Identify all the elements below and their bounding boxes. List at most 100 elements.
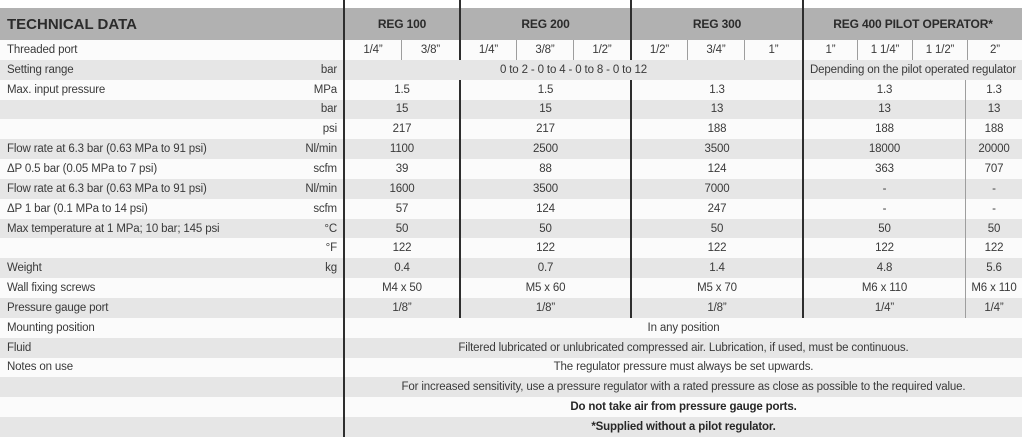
row-unit: Nl/min xyxy=(305,143,337,156)
page-title: TECHNICAL DATA xyxy=(7,15,137,33)
row-label: Notes on use xyxy=(7,361,73,374)
span-text: Do not take air from pressure gauge port… xyxy=(343,397,1022,418)
value-reg200: 15 xyxy=(459,99,630,120)
value-reg400-2in: - xyxy=(965,198,1022,219)
value-reg200: 88 xyxy=(459,159,630,179)
value-reg400-small: 1.3 xyxy=(802,79,965,100)
row-unit: MPa xyxy=(313,83,337,96)
value-reg300: 1.4 xyxy=(630,258,802,279)
row-unit: bar xyxy=(320,103,337,116)
value-reg400-small: 1/4” xyxy=(802,297,965,318)
value-reg400-2in: 188 xyxy=(965,119,1022,140)
table-row-pressure-gauge-port: Pressure gauge port 1/8” 1/8” 1/8” 1/4” … xyxy=(0,297,1022,318)
row-label xyxy=(0,417,343,437)
table-row-flow-rate-nlmin-2: Flow rate at 6.3 bar (0.63 MPa to 91 psi… xyxy=(0,178,1022,199)
value-reg400-2in: 20000 xyxy=(965,139,1022,160)
port-cell: 2” xyxy=(967,40,1022,60)
row-label xyxy=(0,377,343,397)
column-header-reg100: REG 100 xyxy=(343,0,459,40)
row-unit: kg xyxy=(325,262,337,275)
value-reg300: 50 xyxy=(630,218,802,239)
row-label xyxy=(0,119,265,139)
span-text: The regulator pressure must always be se… xyxy=(343,357,1022,378)
row-label: Max temperature at 1 MPa; 10 bar; 145 ps… xyxy=(7,222,220,235)
value-reg100: M4 x 50 xyxy=(343,278,459,298)
table-row-max-input-pressure-mpa: Max. input pressure MPa 1.5 1.5 1.3 1.3 … xyxy=(0,79,1022,100)
row-label: Threaded port xyxy=(7,43,78,56)
port-cell: 1/4” xyxy=(459,40,516,60)
table-row-threaded-port: Threaded port 1/4” 3/8” 1/4” 3/8” 1/2” 1… xyxy=(0,40,1022,60)
row-label: ΔP 0.5 bar (0.05 MPa to 7 psi) xyxy=(7,162,157,175)
table-row-fluid: Fluid Filtered lubricated or unlubricate… xyxy=(0,337,1022,358)
row-label: Flow rate at 6.3 bar (0.63 MPa to 91 psi… xyxy=(7,143,207,156)
row-unit: scfm xyxy=(313,202,337,215)
table-row-max-input-pressure-psi: psi 217 217 188 188 188 xyxy=(0,119,1022,140)
value-reg400-2in: 707 xyxy=(965,159,1022,179)
column-header-reg300: REG 300 xyxy=(630,0,802,40)
row-label xyxy=(0,238,265,258)
value-reg200: 0.7 xyxy=(459,258,630,279)
row-label: Fluid xyxy=(7,341,32,354)
value-reg100: 57 xyxy=(343,198,459,219)
value-reg300: 7000 xyxy=(630,178,802,199)
row-label: Weight xyxy=(7,262,42,275)
span-text: Filtered lubricated or unlubricated comp… xyxy=(343,337,1022,358)
row-unit: scfm xyxy=(313,162,337,175)
port-cell: 3/8” xyxy=(401,40,459,60)
table-row-max-temperature-c: Max temperature at 1 MPa; 10 bar; 145 ps… xyxy=(0,218,1022,239)
value-reg400-2in: 50 xyxy=(965,218,1022,239)
row-unit: psi xyxy=(322,123,337,136)
value-reg100: 1/8” xyxy=(343,297,459,318)
table-row-wall-fixing-screws: Wall fixing screws M4 x 50 M5 x 60 M5 x … xyxy=(0,278,1022,298)
row-label: Wall fixing screws xyxy=(7,282,96,295)
value-reg400-small: 18000 xyxy=(802,139,965,160)
row-label xyxy=(0,100,265,120)
value-reg400-small: 122 xyxy=(802,238,965,259)
value-reg100: 39 xyxy=(343,159,459,179)
value-reg300: 1.3 xyxy=(630,79,802,100)
row-unit: Nl/min xyxy=(305,182,337,195)
value-reg200: 3500 xyxy=(459,178,630,199)
span-text: *Supplied without a pilot regulator. xyxy=(343,417,1022,437)
port-cell: 1 1/4” xyxy=(857,40,912,60)
table-row-max-temperature-f: °F 122 122 122 122 122 xyxy=(0,238,1022,259)
table-row-notes-4: *Supplied without a pilot regulator. xyxy=(0,417,1022,437)
value-reg100: 1600 xyxy=(343,178,459,199)
value-reg200: M5 x 60 xyxy=(459,278,630,298)
value-reg400-small: 13 xyxy=(802,99,965,120)
value-reg100: 15 xyxy=(343,99,459,120)
value-reg100: 1.5 xyxy=(343,79,459,100)
port-cell: 1/2” xyxy=(630,40,687,60)
port-cell: 1 1/2” xyxy=(912,40,967,60)
value-reg300: 122 xyxy=(630,238,802,259)
value-reg400-small: 50 xyxy=(802,218,965,239)
table-header-row: TECHNICAL DATA REG 100 REG 200 REG 300 R… xyxy=(0,0,1022,40)
value-reg400-small: 363 xyxy=(802,159,965,179)
value-reg100: 0.4 xyxy=(343,258,459,279)
value-reg400-2in: 1.3 xyxy=(965,79,1022,100)
value-reg300: 124 xyxy=(630,159,802,179)
value-reg200: 124 xyxy=(459,198,630,219)
row-unit xyxy=(265,278,343,298)
value-reg300: 13 xyxy=(630,99,802,120)
port-cell: 1/2” xyxy=(573,40,630,60)
row-label: Pressure gauge port xyxy=(7,301,109,314)
table-row-notes-2: For increased sensitivity, use a pressur… xyxy=(0,377,1022,398)
value-reg300: 247 xyxy=(630,198,802,219)
table-row-dp1-scfm: ΔP 1 bar (0.1 MPa to 14 psi) scfm 57 124… xyxy=(0,198,1022,219)
port-cell: 1” xyxy=(802,40,857,60)
value-reg400-2in: 1/4” xyxy=(965,297,1022,318)
value-reg200: 2500 xyxy=(459,139,630,160)
column-header-reg400: REG 400 PILOT OPERATOR* xyxy=(802,0,1022,40)
row-unit xyxy=(265,298,343,318)
row-label: ΔP 1 bar (0.1 MPa to 14 psi) xyxy=(7,202,148,215)
value-reg400-small: 188 xyxy=(802,119,965,140)
value-reg400-2in: 122 xyxy=(965,238,1022,259)
table-row-flow-rate-nlmin-1: Flow rate at 6.3 bar (0.63 MPa to 91 psi… xyxy=(0,139,1022,160)
value-reg200: 122 xyxy=(459,238,630,259)
row-label: Max. input pressure xyxy=(7,83,106,96)
row-label: Setting range xyxy=(7,63,74,76)
table-row-notes-1: Notes on use The regulator pressure must… xyxy=(0,357,1022,378)
span-text: In any position xyxy=(343,317,1022,338)
